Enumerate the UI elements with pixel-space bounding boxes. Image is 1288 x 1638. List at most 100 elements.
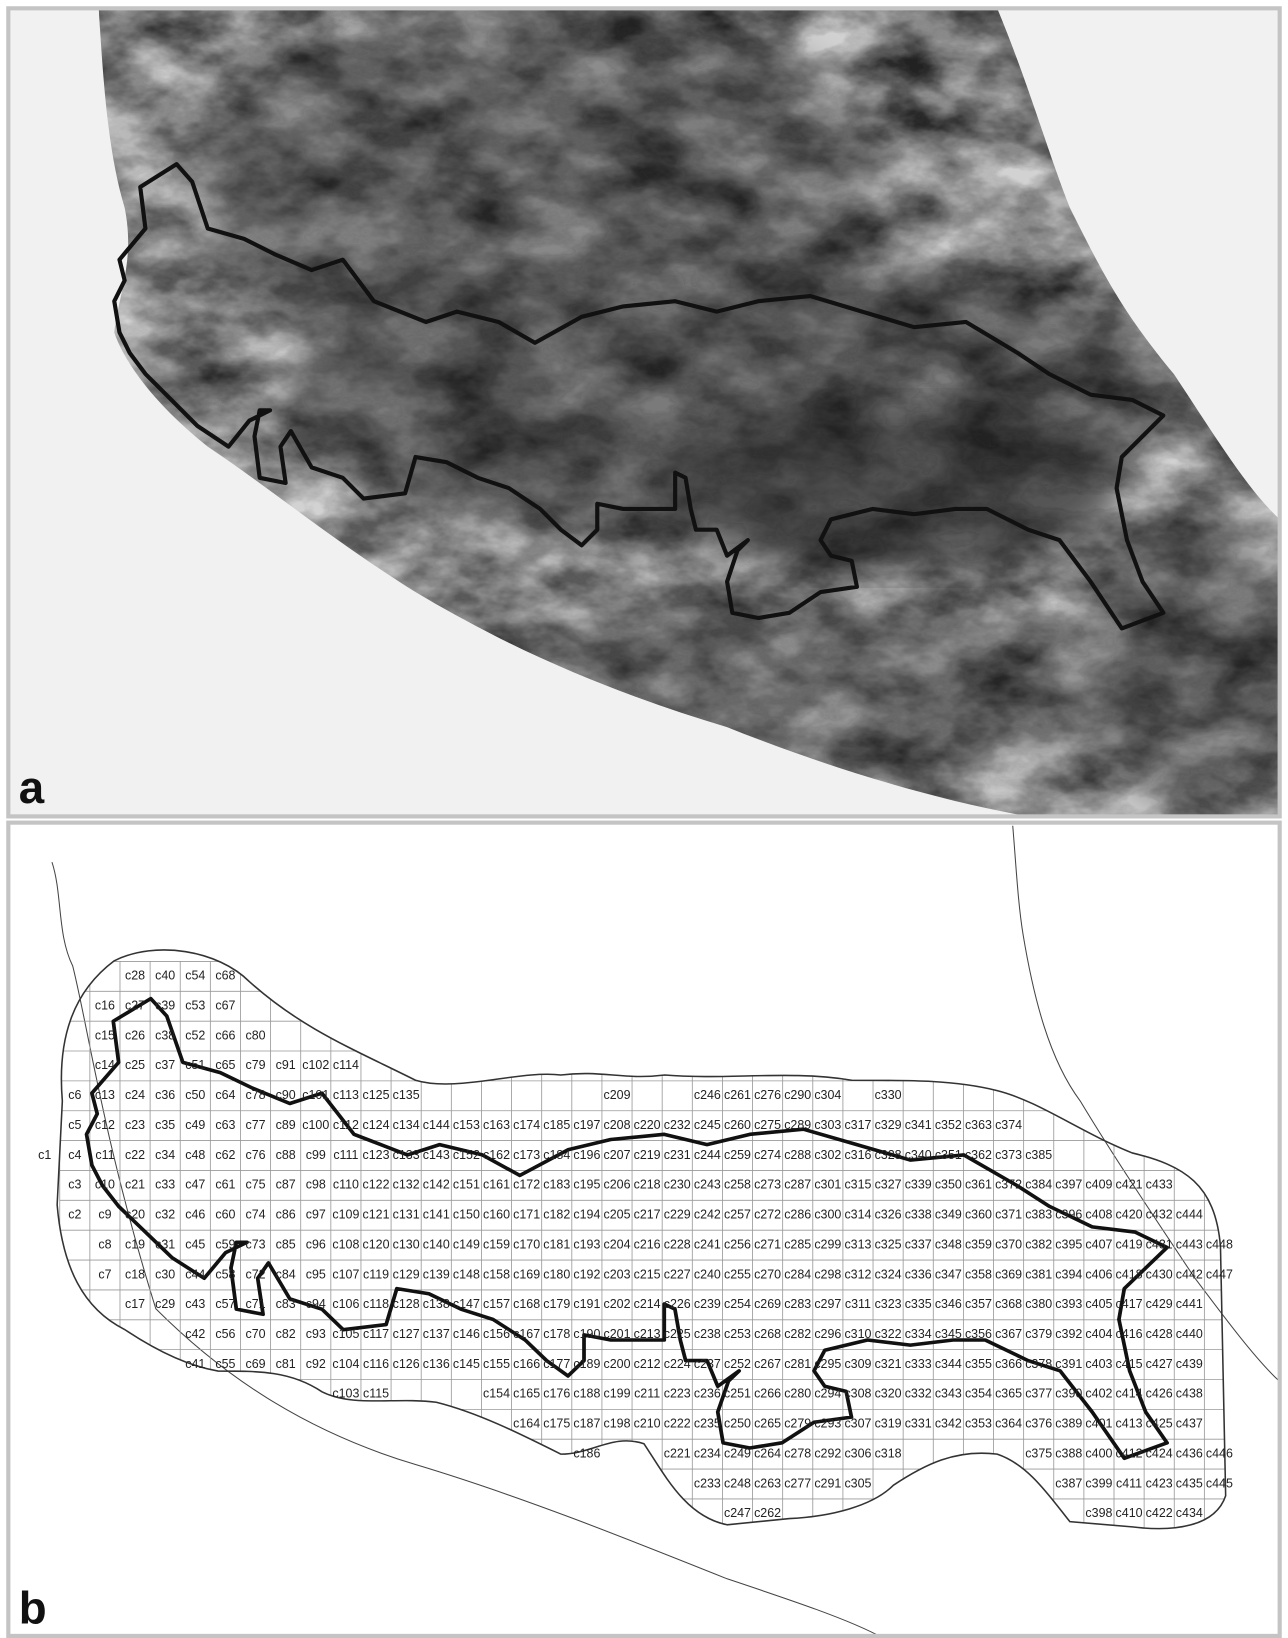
cell-label: c383 [1025,1208,1052,1222]
cell-label: c25 [125,1058,145,1072]
cell-label: c420 [1116,1208,1143,1222]
cell-label: c288 [784,1148,811,1162]
cell-label: c206 [603,1178,630,1192]
cell-label: c326 [875,1208,902,1222]
cell-label: c341 [905,1118,932,1132]
cell-label: c274 [754,1148,781,1162]
cell-label: c71 [245,1297,265,1311]
cell-label: c365 [995,1387,1022,1401]
cell-label: c423 [1146,1476,1173,1490]
cell-label: c384 [1025,1178,1052,1192]
cell-label: c232 [664,1118,691,1132]
cell-label: c37 [155,1058,175,1072]
cell-label: c36 [155,1088,175,1102]
cell-label: c234 [694,1446,721,1460]
cell-label: c81 [276,1357,296,1371]
cell-label: c309 [844,1357,871,1371]
cell-label: c136 [423,1357,450,1371]
cell-label: c391 [1055,1357,1082,1371]
cell-label: c320 [875,1387,902,1401]
cell-label: c435 [1176,1476,1203,1490]
cell-label: c161 [483,1178,510,1192]
cell-label: c86 [276,1208,296,1222]
cell-label: c47 [185,1178,205,1192]
cell-label: c329 [875,1118,902,1132]
cell-label: c99 [306,1148,326,1162]
cell-label: c52 [185,1028,205,1042]
cell-label: c93 [306,1327,326,1341]
cell-label: c227 [664,1267,691,1281]
cell-label: c231 [664,1148,691,1162]
cell-label: c440 [1176,1327,1203,1341]
cell-label: c77 [245,1118,265,1132]
cell-label: c446 [1206,1446,1233,1460]
cell-label: c415 [1116,1357,1143,1371]
cell-label: c221 [664,1446,691,1460]
cell-label: c297 [814,1297,841,1311]
cell-label: c236 [694,1387,721,1401]
cell-label: c325 [875,1237,902,1251]
cell-label: c141 [423,1208,450,1222]
cell-label: c62 [215,1148,235,1162]
cell-label: c65 [215,1058,235,1072]
cell-label: c139 [423,1267,450,1281]
cell-label: c305 [844,1476,871,1490]
cell-label: c254 [724,1297,751,1311]
cell-label: c88 [276,1148,296,1162]
cell-label: c373 [995,1148,1022,1162]
cell-label: c171 [513,1208,540,1222]
cell-label: c159 [483,1237,510,1251]
cell-label: c292 [814,1446,841,1460]
cell-label: c444 [1176,1208,1203,1222]
cell-label: c162 [483,1148,510,1162]
cell-label: c258 [724,1178,751,1192]
cell-label: c376 [1025,1417,1052,1431]
cell-label: c289 [784,1118,811,1132]
cell-label: c229 [664,1208,691,1222]
cell-label: c275 [754,1118,781,1132]
cell-label: c16 [95,999,115,1013]
cell-label: c354 [965,1387,992,1401]
cell-label: c119 [363,1267,389,1281]
cell-label: c33 [155,1178,175,1192]
relief-map [8,0,1288,816]
cell-label: c181 [543,1237,570,1251]
cell-label: c219 [634,1148,661,1162]
cell-label: c375 [1025,1446,1052,1460]
cell-label: c74 [245,1208,265,1222]
cell-label: c343 [935,1387,962,1401]
cell-label: c20 [125,1208,145,1222]
cell-label: c105 [332,1327,359,1341]
cell-label: c271 [754,1237,781,1251]
cell-label: c211 [634,1387,660,1401]
cell-label: c410 [1116,1506,1143,1520]
cell-label: c441 [1176,1297,1203,1311]
cell-label: c167 [513,1327,540,1341]
cell-label: c95 [306,1267,326,1281]
cell-label: c133 [393,1148,420,1162]
cell-label: c89 [276,1118,296,1132]
cell-label: c242 [694,1208,721,1222]
cell-label: c170 [513,1237,540,1251]
cell-label: c126 [393,1357,420,1371]
cell-label: c237 [694,1357,721,1371]
cell-label: c328 [875,1148,902,1162]
cell-label: c2 [68,1208,81,1222]
cell-label: c397 [1055,1178,1082,1192]
cell-label: c31 [155,1237,175,1251]
cell-label: c419 [1116,1237,1143,1251]
cell-label: c29 [155,1297,175,1311]
cell-label: c158 [483,1267,510,1281]
cell-label: c265 [754,1417,781,1431]
cell-label: c196 [573,1148,600,1162]
cell-label: c447 [1206,1267,1233,1281]
cell-label: c178 [543,1327,570,1341]
cell-label: c116 [363,1357,389,1371]
cell-label: c19 [125,1237,145,1251]
cell-label: c253 [724,1327,751,1341]
cell-label: c279 [784,1417,811,1431]
cell-label: c204 [603,1237,630,1251]
cell-label: c94 [306,1297,326,1311]
cell-label: c330 [875,1088,902,1102]
cell-label: c222 [664,1417,691,1431]
